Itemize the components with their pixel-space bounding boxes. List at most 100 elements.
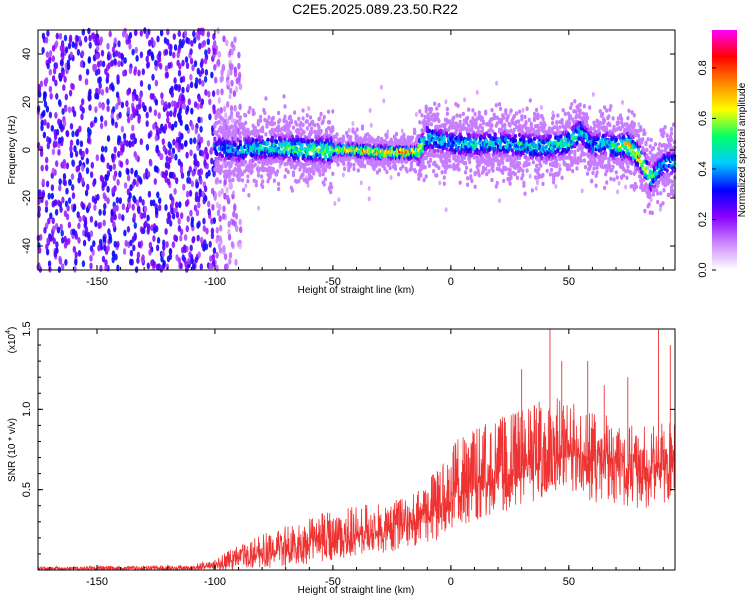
ridge-cell [571, 168, 575, 174]
noise-cell [232, 210, 236, 218]
noise-cell [221, 63, 225, 71]
noise-cell [218, 235, 222, 243]
noise-cell [210, 187, 215, 195]
ridge-cell [399, 166, 403, 171]
ridge-cell [213, 146, 217, 151]
noise-cell [233, 36, 237, 43]
ridge-cell [266, 137, 270, 142]
ridge-cell [264, 96, 268, 101]
noise-cell [162, 239, 166, 247]
noise-cell [60, 59, 64, 67]
faint-cell [307, 106, 311, 111]
noise-cell [69, 139, 74, 147]
noise-cell [183, 244, 187, 252]
noise-cell [130, 113, 134, 121]
ridge-cell [271, 115, 275, 121]
noise-cell [93, 204, 97, 211]
noise-cell [67, 106, 72, 114]
noise-cell [155, 166, 159, 173]
noise-cell [69, 151, 74, 159]
noise-cell [145, 120, 149, 127]
noise-cell [59, 223, 63, 231]
ridge-cell [509, 175, 513, 180]
ridge-cell [521, 130, 525, 135]
noise-cell [77, 250, 82, 257]
noise-cell [51, 148, 56, 156]
noise-cell [229, 105, 234, 112]
noise-cell [64, 259, 68, 266]
noise-cell [156, 237, 161, 244]
noise-cell [50, 124, 54, 132]
noise-cell [213, 40, 217, 47]
faint-cell [534, 186, 538, 191]
ridge-cell [495, 121, 499, 126]
noise-cell [132, 244, 136, 252]
noise-cell [209, 255, 213, 262]
ridge-cell [228, 178, 232, 183]
ridge-cell [520, 117, 524, 122]
noise-cell [89, 121, 94, 128]
noise-cell [71, 192, 76, 200]
noise-cell [44, 200, 49, 207]
ridge-cell [234, 131, 238, 136]
noise-cell [127, 116, 131, 124]
ridge-cell [427, 128, 431, 134]
noise-cell [58, 255, 62, 263]
noise-cell [125, 158, 129, 166]
ridge-cell [225, 133, 229, 139]
ridge-cell [445, 106, 449, 112]
noise-cell [135, 199, 140, 207]
noise-cell [195, 77, 199, 84]
faint-cell [414, 112, 418, 117]
ridge-cell [531, 160, 536, 165]
noise-cell [187, 98, 191, 106]
faint-cell [359, 180, 363, 186]
noise-cell [166, 255, 171, 263]
ridge-cell [541, 116, 545, 122]
ridge-cell [363, 164, 367, 169]
noise-cell [164, 228, 168, 235]
ridge-cell [301, 108, 305, 113]
noise-cell [199, 136, 204, 144]
noise-cell [118, 213, 122, 220]
noise-cell [149, 92, 153, 100]
noise-cell [161, 138, 165, 146]
ridge-cell [235, 119, 239, 124]
noise-cell [102, 209, 107, 216]
ridge-cell [252, 111, 256, 116]
ridge-cell [286, 169, 290, 175]
ridge-cell [501, 170, 505, 175]
noise-cell [212, 170, 216, 178]
noise-cell [220, 188, 224, 195]
noise-cell [182, 102, 187, 110]
ridge-cell [437, 102, 441, 108]
noise-cell [222, 35, 226, 43]
noise-cell [239, 226, 243, 234]
ridge-cell [470, 178, 474, 184]
ridge-cell [513, 134, 518, 139]
ridge-cell [473, 170, 477, 176]
noise-cell [113, 213, 117, 221]
noise-cell [228, 63, 232, 70]
ridge-cell [269, 132, 273, 137]
noise-cell [161, 171, 166, 179]
ridge-cell [467, 123, 471, 128]
noise-cell [217, 97, 221, 104]
ridge-cell [455, 113, 459, 118]
ridge-cell [535, 107, 539, 113]
noise-cell [197, 201, 201, 209]
noise-cell [201, 80, 205, 87]
ridge-cell [405, 169, 409, 174]
faint-cell [658, 206, 662, 212]
noise-cell [131, 235, 136, 243]
noise-cell [58, 178, 62, 186]
ridge-cell [466, 182, 470, 187]
noise-cell [66, 204, 70, 212]
ridge-cell [266, 160, 270, 166]
noise-cell [107, 62, 111, 70]
noise-cell [177, 69, 182, 77]
ridge-cell [352, 166, 356, 172]
ridge-cell [435, 173, 439, 178]
noise-cell [111, 256, 115, 264]
ridge-cell [578, 110, 582, 116]
